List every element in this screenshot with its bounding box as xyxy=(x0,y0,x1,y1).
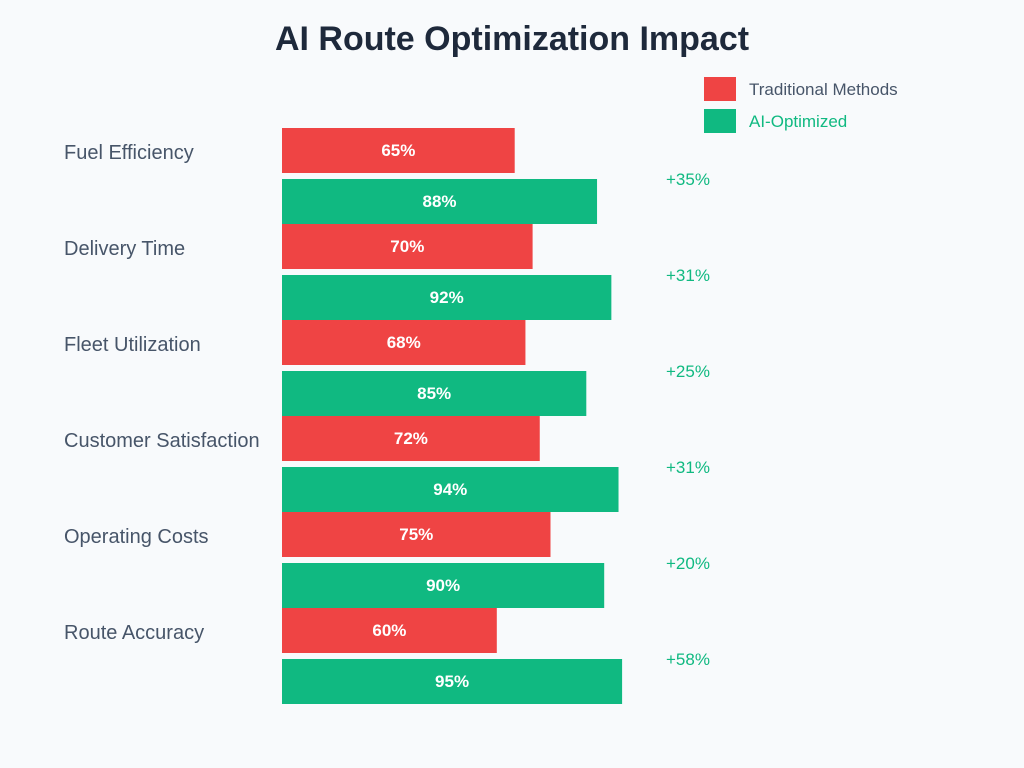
bar-value-label: 70% xyxy=(390,237,424,256)
bar-value-label: 90% xyxy=(426,576,460,595)
category-label: Fleet Utilization xyxy=(64,334,201,356)
legend-label-traditional: Traditional Methods xyxy=(749,80,898,99)
legend-swatch-traditional xyxy=(704,77,736,101)
bar-ai xyxy=(282,563,605,608)
bar-value-label: 65% xyxy=(381,141,415,160)
bar-value-label: 75% xyxy=(399,525,433,544)
legend-swatch-ai xyxy=(704,109,736,133)
improvement-label: +31% xyxy=(666,458,710,477)
bar-traditional xyxy=(282,128,515,173)
bar-value-label: 92% xyxy=(430,288,464,307)
bar-value-label: 94% xyxy=(433,480,467,499)
plot-area: Fuel Efficiency 65% 88% +35% Delivery Time 70… xyxy=(64,128,710,704)
bar-value-label: 60% xyxy=(372,621,406,640)
category-label: Route Accuracy xyxy=(64,622,204,644)
chart-row: Operating Costs 75% 90% +20% xyxy=(64,512,710,608)
bar-traditional xyxy=(282,224,533,269)
bar-ai xyxy=(282,371,587,416)
chart-row: Fleet Utilization 68% 85% +25% xyxy=(64,320,710,416)
bar-ai xyxy=(282,467,619,512)
improvement-label: +20% xyxy=(666,554,710,573)
improvement-label: +31% xyxy=(666,266,710,285)
bar-ai xyxy=(282,659,623,704)
bar-value-label: 72% xyxy=(394,429,428,448)
chart-row: Customer Satisfaction 72% 94% +31% xyxy=(64,416,710,512)
category-label: Customer Satisfaction xyxy=(64,430,260,452)
legend: Traditional Methods AI-Optimized xyxy=(704,77,898,133)
improvement-label: +58% xyxy=(666,650,710,669)
improvement-label: +25% xyxy=(666,362,710,381)
bar-ai xyxy=(282,275,612,320)
bar-value-label: 95% xyxy=(435,672,469,691)
legend-item-ai: AI-Optimized xyxy=(704,109,847,133)
category-label: Fuel Efficiency xyxy=(64,142,194,164)
category-label: Operating Costs xyxy=(64,526,209,548)
chart-row: Route Accuracy 60% 95% +58% xyxy=(64,608,710,704)
improvement-label: +35% xyxy=(666,170,710,189)
chart-row: Delivery Time 70% 92% +31% xyxy=(64,224,710,320)
legend-label-ai: AI-Optimized xyxy=(749,112,847,131)
bar-traditional xyxy=(282,416,540,461)
bar-value-label: 85% xyxy=(417,384,451,403)
bar-value-label: 68% xyxy=(387,333,421,352)
category-label: Delivery Time xyxy=(64,238,185,260)
chart-title: AI Route Optimization Impact xyxy=(275,20,749,58)
bar-traditional xyxy=(282,608,497,653)
bar-value-label: 88% xyxy=(423,192,457,211)
legend-item-traditional: Traditional Methods xyxy=(704,77,898,101)
bar-ai xyxy=(282,179,598,224)
bar-traditional xyxy=(282,320,526,365)
bar-traditional xyxy=(282,512,551,557)
chart-row: Fuel Efficiency 65% 88% +35% xyxy=(64,128,710,224)
